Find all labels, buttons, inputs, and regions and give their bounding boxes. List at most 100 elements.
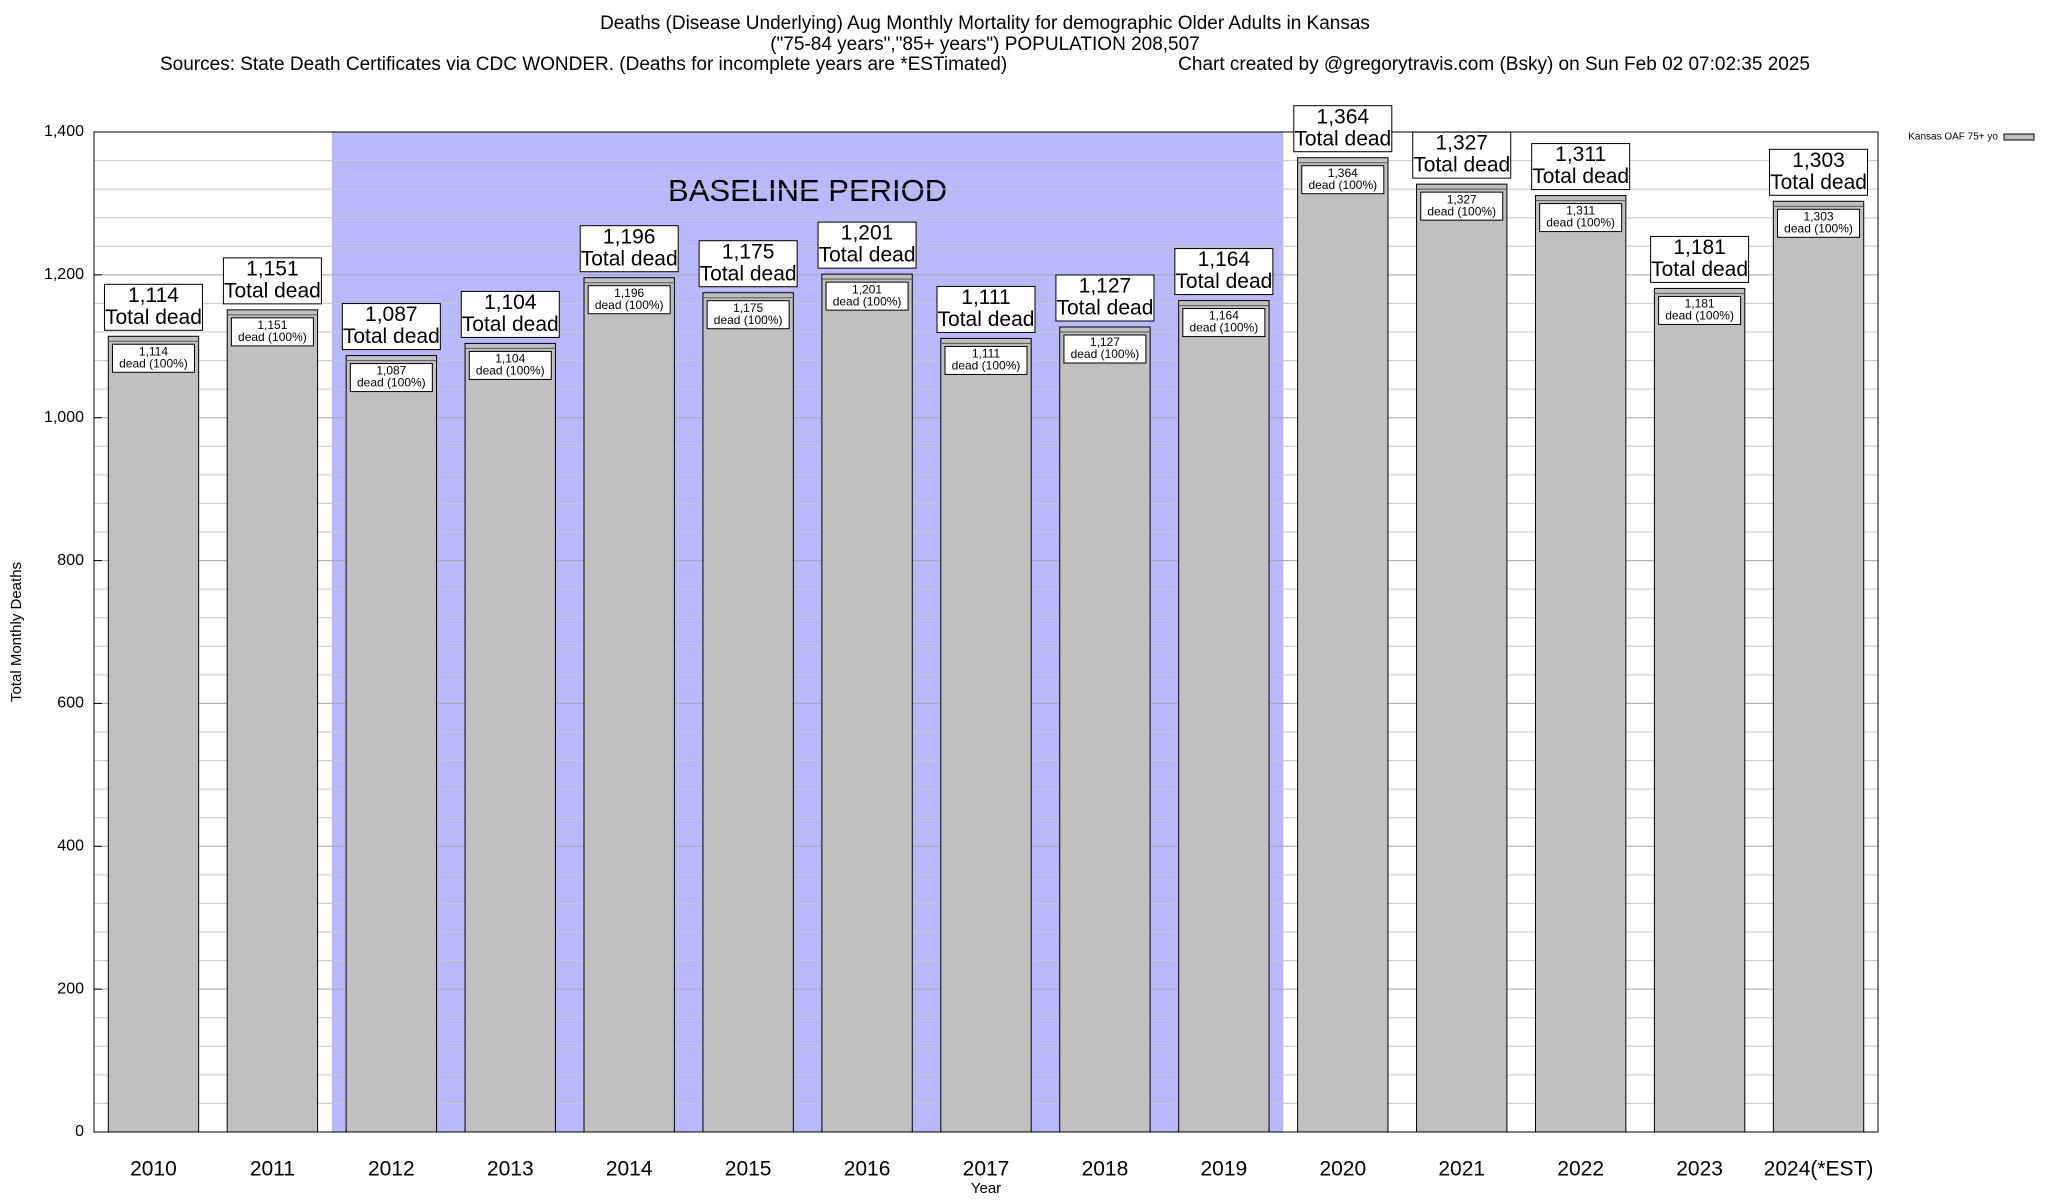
inner-value-label: 1,087 [376,364,406,378]
x-tick-label: 2024(*EST) [1764,1158,1874,1181]
total-value-label: 1,111 [961,286,1010,309]
total-value-label: 1,114 [128,284,179,307]
y-tick-label: 1,000 [44,409,84,426]
total-label-box [341,303,441,351]
y-tick-label: 1,400 [44,123,84,140]
inner-label-box [349,363,433,393]
total-label-box [1293,105,1393,153]
total-value-label: 1,175 [722,240,775,263]
total-text-label: Total dead [1056,297,1153,320]
inner-label-box [1301,165,1385,195]
total-value-label: 1,364 [1317,105,1370,128]
total-value-label: 1,181 [1673,236,1726,259]
x-tick-label: 2017 [963,1158,1010,1181]
inner-label-box [111,343,195,373]
total-label-box [1769,148,1869,196]
inner-share-label: dead (100%) [238,330,307,344]
inner-label-box [1658,295,1742,325]
x-tick-label: 2012 [368,1158,415,1181]
total-value-label: 1,196 [603,225,656,248]
bar [940,337,1032,1133]
x-tick-label: 2019 [1201,1158,1248,1181]
chart-source: Sources: State Death Certificates via CD… [160,54,1007,75]
bar [1416,183,1508,1133]
bar [1534,195,1627,1133]
total-label-box [1055,274,1155,322]
bar [702,292,794,1133]
x-tick-label: 2020 [1319,1158,1366,1181]
total-text-label: Total dead [700,262,797,285]
inner-value-label: 1,303 [1804,209,1834,223]
y-tick-label: 400 [57,838,84,855]
x-axis-label: Year [971,1180,1001,1197]
total-value-label: 1,311 [1555,143,1606,166]
total-value-label: 1,201 [841,222,894,245]
inner-value-label: 1,104 [495,352,525,366]
x-tick-label: 2023 [1676,1158,1723,1181]
total-label-box [817,221,917,269]
inner-share-label: dead (100%) [1071,347,1140,361]
total-text-label: Total dead [343,325,440,348]
inner-label-box [706,300,790,330]
total-text-label: Total dead [462,313,559,336]
inner-value-label: 1,127 [1090,335,1120,349]
total-text-label: Total dead [1413,154,1510,177]
y-tick-label: 800 [57,552,84,569]
inner-share-label: dead (100%) [1190,321,1259,335]
inner-label-box [1539,203,1623,233]
inner-share-label: dead (100%) [119,356,188,370]
inner-value-label: 1,327 [1447,192,1477,206]
inner-value-label: 1,175 [733,301,763,315]
total-label-box [936,285,1036,333]
x-tick-label: 2015 [725,1158,772,1181]
shaded-region-label: BASELINE PERIOD [668,173,947,208]
total-label-box [460,290,560,338]
y-tick-label: 1,200 [44,266,84,283]
legend-label: Kansas OAF 75+ yo [1908,132,1998,143]
total-text-label: Total dead [1651,258,1748,281]
inner-label-box [1777,208,1861,238]
chart-credit: Chart created by @gregorytravis.com (Bsk… [1178,54,1810,75]
inner-value-label: 1,364 [1328,166,1358,180]
inner-share-label: dead (100%) [833,294,902,308]
bar [583,277,675,1133]
total-text-label: Total dead [105,306,202,329]
inner-share-label: dead (100%) [357,376,426,390]
x-tick-label: 2011 [250,1158,295,1181]
bar [821,273,913,1133]
legend-swatch [2003,133,2035,141]
total-label-box [1174,248,1274,296]
bar [1178,300,1270,1133]
total-text-label: Total dead [1532,165,1629,188]
total-label-box [103,283,203,331]
y-axis-label: Total Monthly Deaths [8,562,25,702]
inner-label-box [587,285,671,315]
x-tick-label: 2014 [606,1158,653,1181]
y-tick-label: 0 [75,1123,84,1140]
chart-subtitle: ("75-84 years","85+ years") POPULATION 2… [770,34,1200,55]
total-label-box [579,225,679,273]
bar [464,342,556,1133]
x-tick-label: 2010 [130,1158,177,1181]
x-tick-label: 2013 [487,1158,534,1181]
x-tick-label: 2018 [1082,1158,1129,1181]
bar [107,335,200,1133]
total-text-label: Total dead [1175,270,1272,293]
total-value-label: 1,303 [1792,149,1845,172]
total-value-label: 1,327 [1435,132,1488,155]
inner-share-label: dead (100%) [952,359,1021,373]
total-label-box [222,257,322,305]
total-text-label: Total dead [224,279,321,302]
inner-share-label: dead (100%) [476,364,545,378]
bar [1059,326,1151,1133]
x-tick-label: 2016 [844,1158,891,1181]
inner-label-box [230,317,314,347]
bar [1653,287,1746,1133]
total-text-label: Total dead [1770,171,1867,194]
inner-label-box [468,350,552,380]
inner-share-label: dead (100%) [595,298,664,312]
total-text-label: Total dead [581,247,678,270]
inner-value-label: 1,114 [139,344,168,358]
inner-value-label: 1,196 [614,286,644,300]
